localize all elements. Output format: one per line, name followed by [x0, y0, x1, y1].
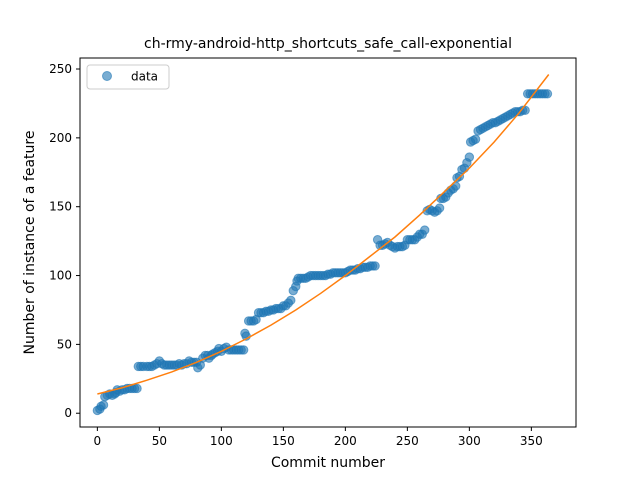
y-tick-label: 50 [57, 337, 72, 351]
chart-title: ch-rmy-android-http_shortcuts_safe_call-… [144, 36, 512, 52]
data-point [420, 225, 430, 235]
x-tick-label: 100 [210, 434, 233, 448]
y-tick-label: 200 [49, 131, 72, 145]
x-tick-label: 0 [94, 434, 102, 448]
x-tick-label: 150 [272, 434, 295, 448]
data-point [286, 295, 296, 306]
y-axis: 0 50 100 150 200 250 [49, 62, 80, 420]
data-point [542, 89, 553, 99]
legend-box [86, 64, 170, 90]
x-tick-label: 350 [520, 434, 543, 448]
y-tick-label: 150 [49, 200, 72, 214]
data-point [520, 105, 530, 116]
data-point [434, 203, 445, 213]
x-tick-label: 300 [458, 434, 481, 448]
y-tick-label: 250 [49, 62, 72, 76]
x-tick-label: 50 [152, 434, 167, 448]
data-point [370, 261, 380, 271]
data-point [98, 400, 109, 410]
y-tick-label: 0 [64, 406, 72, 420]
data-point [238, 345, 249, 355]
x-tick-label: 200 [334, 434, 357, 448]
legend: data [86, 64, 170, 90]
data-point [464, 152, 475, 162]
x-axis-label: Commit number [271, 455, 385, 471]
x-axis: 0 50 100 150 200 250 300 350 [94, 427, 543, 448]
x-tick-label: 250 [396, 434, 419, 448]
data-point [470, 134, 481, 144]
legend-label-data: data [131, 70, 158, 84]
y-axis-label: Number of instance of a feature [22, 131, 38, 355]
plot-area [92, 74, 553, 416]
axes-frame [79, 57, 577, 428]
y-tick-label: 100 [49, 269, 72, 283]
fit-line [97, 74, 550, 395]
legend-marker-data [102, 71, 112, 81]
data-point [132, 383, 142, 394]
